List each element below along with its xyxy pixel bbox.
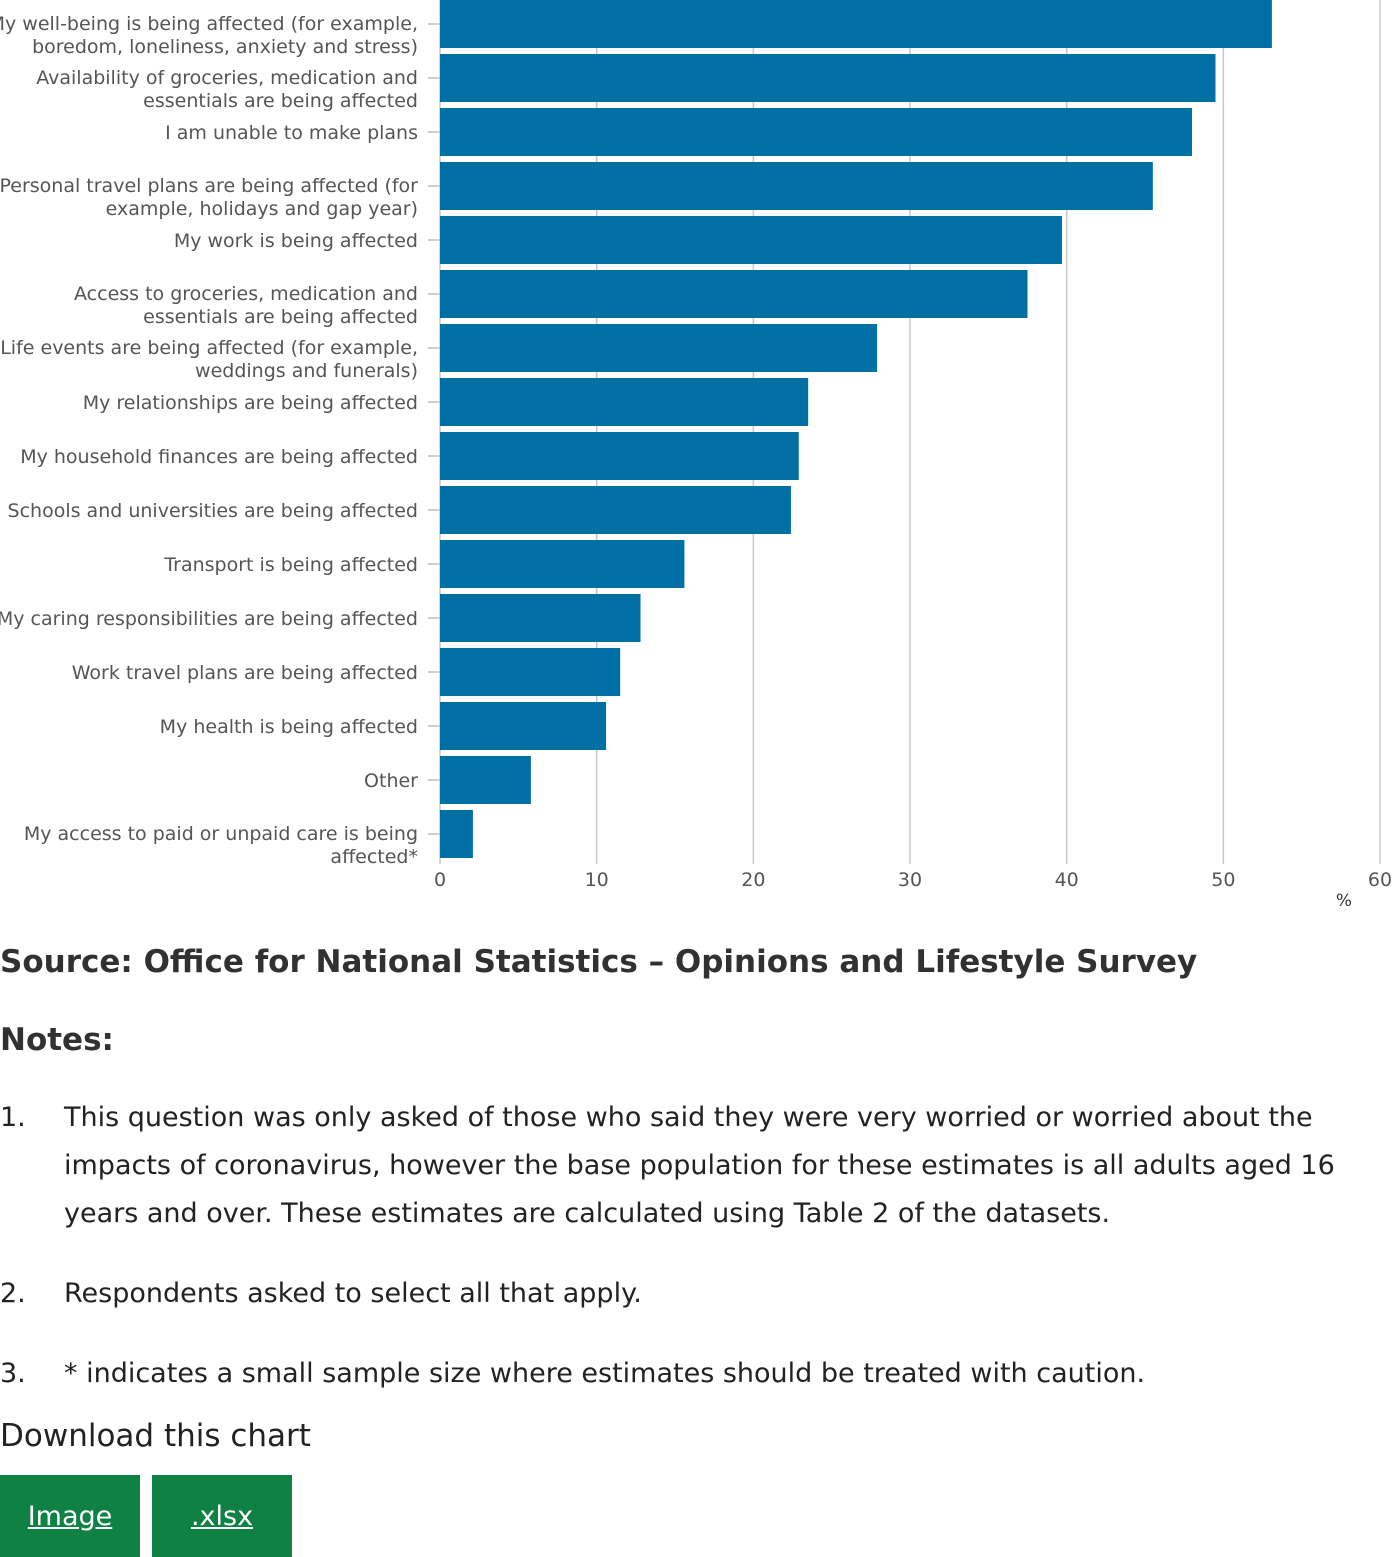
note-text: Respondents asked to select all that app… [64,1278,642,1309]
category-label: Other [364,770,418,792]
x-tick-label: 50 [1211,869,1235,891]
category-label-line: Access to groceries, medication and [74,283,418,305]
category-label-line: Work travel plans are being affected [72,662,418,684]
notes-heading: Notes: [0,1022,114,1058]
source-text: Source: Office for National Statistics –… [0,944,1198,980]
bar [440,594,641,642]
bar [440,216,1062,264]
bar [440,0,1272,48]
category-label-line: My household finances are being affected [20,446,418,468]
category-label: My caring responsibilities are being aff… [0,608,418,630]
note-number: 2. [0,1278,26,1309]
bar [440,486,791,534]
bar [440,702,607,750]
bar [440,270,1028,318]
x-tick-label: 10 [585,869,609,891]
bar [440,378,809,426]
bar [440,810,473,858]
download-xlsx-button[interactable]: .xlsx [152,1475,292,1557]
category-label: My relationships are being affected [83,392,418,414]
x-tick-label: 20 [741,869,765,891]
note-text: This question was only asked of those wh… [64,1102,1335,1229]
bar [440,540,685,588]
category-label-line: Other [364,770,418,792]
x-axis-label: % [1336,891,1352,911]
note-number: 3. [0,1358,26,1389]
bar [440,432,799,480]
bar [440,54,1216,102]
category-label-line: example, holidays and gap year) [106,198,418,220]
bar [440,648,621,696]
category-label: Work travel plans are being affected [72,662,418,684]
category-label-line: My health is being affected [160,716,418,738]
category-label: My health is being affected [160,716,418,738]
x-tick-label: 30 [898,869,922,891]
bar [440,162,1153,210]
note-number: 1. [0,1102,26,1133]
category-label-line: Life events are being affected (for exam… [0,337,418,359]
category-label: Transport is being affected [163,554,418,576]
category-label-line: Availability of groceries, medication an… [36,67,418,89]
category-label: I am unable to make plans [165,122,418,144]
category-label: Schools and universities are being affec… [8,500,418,522]
category-label-line: My relationships are being affected [83,392,418,414]
category-label-line: Personal travel plans are being affected… [0,175,418,197]
bar-chart: My well-being is being affected (for exa… [0,0,1392,911]
category-label: My access to paid or unpaid care is bein… [24,823,418,868]
category-label: My household finances are being affected [20,446,418,468]
category-label-line: I am unable to make plans [165,122,418,144]
bar [440,324,878,372]
x-tick-label: 0 [434,869,446,891]
category-label-line: affected* [330,846,418,868]
category-label: Access to groceries, medication and essen… [74,283,418,328]
download-image-button[interactable]: Image [0,1475,140,1557]
category-label-line: My access to paid or unpaid care is bein… [24,823,418,845]
category-label: Availability of groceries, medication an… [36,67,418,112]
category-label-line: essentials are being affected [143,90,418,112]
category-label-line: My work is being affected [174,230,418,252]
category-label-line: My caring responsibilities are being aff… [0,608,418,630]
note-text: * indicates a small sample size where es… [64,1358,1146,1389]
category-label: Life events are being affected (for exam… [0,337,418,382]
category-label-line: Transport is being affected [163,554,418,576]
category-label: My well-being is being affected (for exa… [0,13,418,58]
category-label: My work is being affected [174,230,418,252]
category-label-line: My well-being is being affected (for exa… [0,13,418,35]
x-tick-label: 60 [1368,869,1392,891]
category-label-line: Schools and universities are being affec… [8,500,418,522]
category-label-line: essentials are being affected [143,306,418,328]
download-title: Download this chart [0,1418,311,1454]
category-label: Personal travel plans are being affected… [0,175,418,220]
bar [440,108,1192,156]
category-label-line: weddings and funerals) [195,360,418,382]
x-tick-label: 40 [1055,869,1079,891]
category-label-line: boredom, loneliness, anxiety and stress) [32,36,418,58]
bar [440,756,531,804]
